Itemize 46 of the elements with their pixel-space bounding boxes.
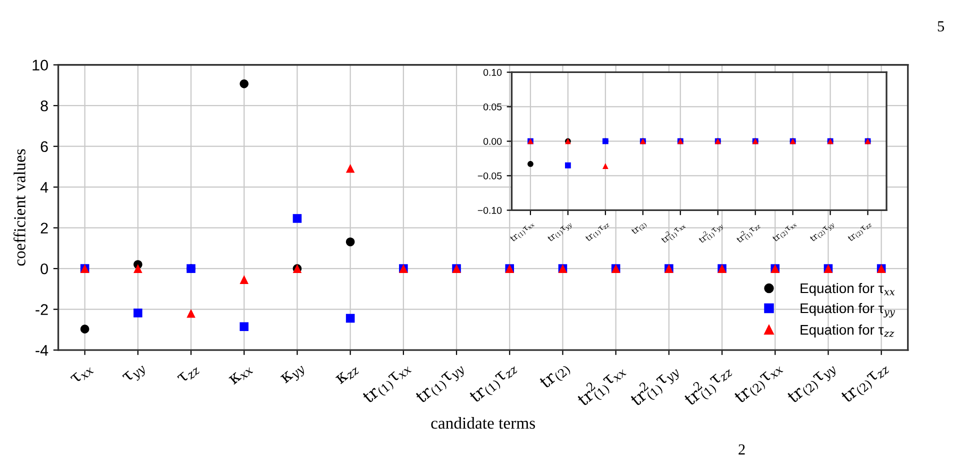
x-tick-label: tr$_{(1)}$τ$_{xx}$ <box>510 220 536 244</box>
legend-label: Equation for τ$_{yy}$ <box>800 302 896 318</box>
y-tick-label: 0 <box>40 263 48 274</box>
y-axis-title: coefficient values <box>13 149 26 266</box>
x-tick-label: tr$_{(2)}$τ$_{zz}$ <box>847 220 873 244</box>
x-tick-label: tr$^{2}$$_{(1)}$τ$_{xx}$ <box>660 220 687 246</box>
y-tick-label: 0.10 <box>483 68 502 76</box>
y-tick-label: 6 <box>40 141 48 152</box>
x-tick-label: tr$_{(2)}$ <box>538 360 572 392</box>
x-tick-label: tr$^{2}$$_{(1)}$τ$_{yy}$ <box>627 360 682 412</box>
y-tick-label: −0.10 <box>478 206 502 214</box>
x-tick-label: tr$_{(1)}$τ$_{yy}$ <box>414 360 467 408</box>
x-tick-label: tr$_{(2)}$τ$_{zz}$ <box>840 360 892 406</box>
x-tick-label: κ$_{yy}$ <box>280 362 308 388</box>
text: 2 <box>738 444 745 454</box>
x-tick-label: tr$_{(2)}$τ$_{yy}$ <box>786 360 839 408</box>
x-tick-label: tr$_{(2)}$τ$_{yy}$ <box>809 220 836 244</box>
x-tick-label: tr$_{(2)}$τ$_{xx}$ <box>772 220 798 244</box>
y-tick-label: 4 <box>40 182 48 193</box>
y-tick-label: 10 <box>32 60 48 71</box>
x-tick-label: τ$_{yy}$ <box>122 362 148 386</box>
x-axis-title: candidate terms <box>431 417 535 429</box>
x-tick-label: tr$_{(2)}$ <box>630 220 648 236</box>
legend-label: Equation for τ$_{zz}$ <box>800 324 894 338</box>
x-tick-label: tr$^{2}$$_{(1)}$τ$_{xx}$ <box>574 360 630 412</box>
y-tick-label: -2 <box>36 304 48 315</box>
y-tick-label: −0.05 <box>478 172 502 180</box>
x-tick-label: κ$_{xx}$ <box>228 363 254 387</box>
x-tick-label: tr$_{(2)}$τ$_{xx}$ <box>734 360 785 407</box>
x-tick-label: tr$_{(1)}$τ$_{xx}$ <box>362 360 414 407</box>
x-tick-label: tr$_{(1)}$τ$_{yy}$ <box>547 220 574 244</box>
x-tick-label: tr$^{2}$$_{(1)}$τ$_{zz}$ <box>734 220 762 246</box>
x-tick-label: tr$^{2}$$_{(1)}$τ$_{yy}$ <box>697 220 725 246</box>
x-tick-label: τ$_{xx}$ <box>70 363 94 386</box>
y-tick-label: 2 <box>40 222 48 234</box>
y-tick-label: 0.00 <box>483 138 502 145</box>
x-tick-label: tr$^{2}$$_{(1)}$τ$_{zz}$ <box>681 360 736 411</box>
text: 5 <box>938 21 944 32</box>
y-tick-label: -4 <box>36 345 48 356</box>
x-tick-label: tr$_{(1)}$τ$_{zz}$ <box>584 220 610 244</box>
y-tick-label: 0.05 <box>483 103 502 110</box>
legend-label: Equation for τ$_{xx}$ <box>800 282 895 296</box>
y-tick-label: 8 <box>40 100 48 112</box>
x-tick-label: κ$_{zz}$ <box>335 363 360 386</box>
x-tick-label: τ$_{zz}$ <box>177 363 201 386</box>
x-tick-label: tr$_{(1)}$τ$_{zz}$ <box>468 360 520 406</box>
